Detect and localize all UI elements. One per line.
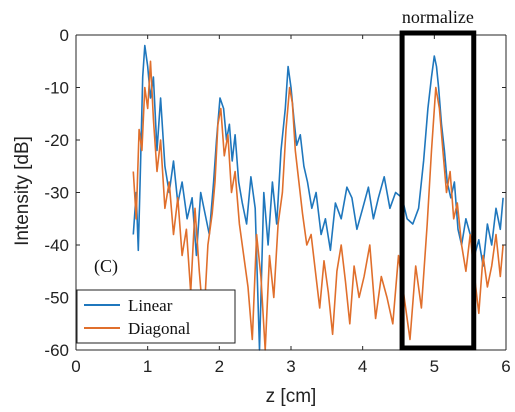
legend: Linear Diagonal	[76, 289, 236, 344]
legend-label-diagonal: Diagonal	[128, 319, 191, 338]
x-tick-labels: 0 1 2 3 4 5 6	[71, 357, 510, 376]
y-tick-label: -60	[44, 341, 69, 360]
y-tick-label: -20	[44, 131, 69, 150]
x-tick-label: 2	[215, 357, 224, 376]
x-tick-label: 1	[143, 357, 152, 376]
legend-label-linear: Linear	[128, 296, 173, 315]
x-tick-label: 6	[501, 357, 510, 376]
y-axis-label: Intensity [dB]	[12, 136, 33, 246]
x-axis-label: z [cm]	[266, 386, 317, 407]
y-tick-label: 0	[60, 26, 69, 45]
x-tick-label: 0	[71, 357, 80, 376]
x-tick-label: 3	[286, 357, 295, 376]
y-tick-label: -50	[44, 289, 69, 308]
x-tick-label: 4	[358, 357, 367, 376]
series-layer	[132, 44, 504, 351]
normalize-annotation: normalize	[402, 7, 474, 27]
series-line-linear	[132, 44, 504, 351]
legend-box	[76, 289, 236, 344]
panel-label: (C)	[94, 256, 118, 277]
y-tick-label: -40	[44, 236, 69, 255]
normalize-box	[399, 30, 477, 351]
series-line-diagonal	[132, 60, 504, 351]
y-tick-label: -10	[44, 79, 69, 98]
y-tick-labels: 0 -10 -20 -30 -40 -50 -60	[44, 26, 69, 360]
x-tick-label: 5	[430, 357, 439, 376]
y-tick-label: -30	[44, 184, 69, 203]
